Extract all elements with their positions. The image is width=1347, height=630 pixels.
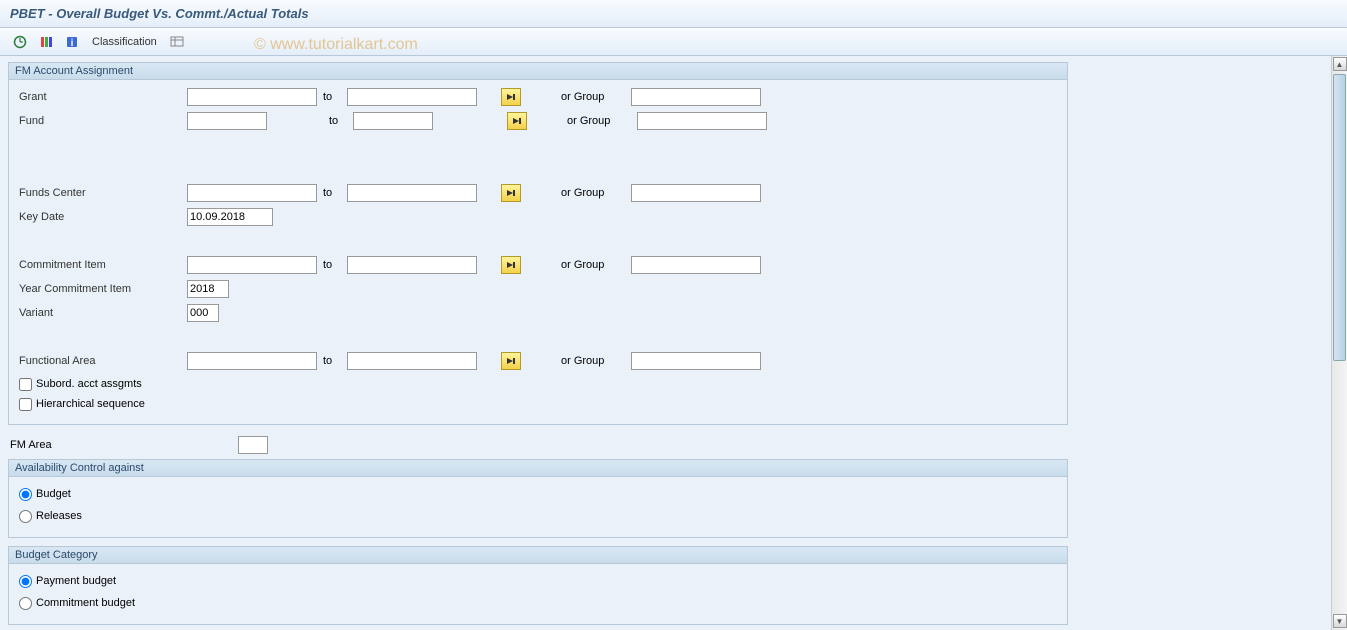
variant-label: Variant [17, 307, 187, 319]
subord-label: Subord. acct assgmts [36, 378, 142, 390]
orgroup-label: or Group [561, 259, 631, 271]
releases-radio[interactable] [19, 510, 32, 523]
to-label: to [329, 115, 353, 127]
subord-checkbox[interactable] [19, 378, 32, 391]
fund-to-input[interactable] [353, 112, 433, 130]
funds-center-label: Funds Center [17, 187, 187, 199]
row-commitment-item: Commitment Item to or Group [17, 254, 1059, 276]
releases-radio-label: Releases [36, 510, 82, 522]
commitment-item-from-input[interactable] [187, 256, 317, 274]
payment-budget-label: Payment budget [36, 575, 116, 587]
grant-range-button[interactable] [501, 88, 521, 106]
group-title: Availability Control against [9, 460, 1067, 477]
fm-account-assignment-group: FM Account Assignment Grant to or Group … [8, 62, 1068, 425]
funds-center-from-input[interactable] [187, 184, 317, 202]
variant-icon[interactable] [36, 32, 56, 52]
row-budget-radio: Budget [17, 483, 1059, 505]
hierarchical-checkbox[interactable] [19, 398, 32, 411]
functional-area-label: Functional Area [17, 355, 187, 367]
variant-input[interactable] [187, 304, 219, 322]
orgroup-label: or Group [567, 115, 637, 127]
row-releases-radio: Releases [17, 505, 1059, 527]
fm-area-input[interactable] [238, 436, 268, 454]
grant-label: Grant [17, 91, 187, 103]
main-area: FM Account Assignment Grant to or Group … [0, 56, 1347, 630]
group-title: Budget Category [9, 547, 1067, 564]
to-label: to [323, 187, 347, 199]
availability-control-group: Availability Control against Budget Rele… [8, 459, 1068, 538]
scroll-up-arrow[interactable]: ▲ [1333, 57, 1347, 71]
layout-icon[interactable] [167, 32, 187, 52]
commitment-item-group-input[interactable] [631, 256, 761, 274]
row-hierarchical: Hierarchical sequence [17, 394, 1059, 414]
budget-radio[interactable] [19, 488, 32, 501]
page-title: PBET - Overall Budget Vs. Commt./Actual … [10, 6, 309, 21]
scroll-thumb[interactable] [1333, 74, 1346, 361]
row-year-commitment-item: Year Commitment Item [17, 278, 1059, 300]
commitment-budget-label: Commitment budget [36, 597, 135, 609]
row-grant: Grant to or Group [17, 86, 1059, 108]
functional-area-group-input[interactable] [631, 352, 761, 370]
orgroup-label: or Group [561, 91, 631, 103]
row-funds-center: Funds Center to or Group [17, 182, 1059, 204]
row-key-date: Key Date [17, 206, 1059, 228]
fund-from-input[interactable] [187, 112, 267, 130]
to-label: to [323, 91, 347, 103]
commitment-item-to-input[interactable] [347, 256, 477, 274]
toolbar: i Classification [0, 28, 1347, 56]
orgroup-label: or Group [561, 187, 631, 199]
commitment-item-range-button[interactable] [501, 256, 521, 274]
classification-button[interactable]: Classification [88, 36, 161, 48]
execute-icon[interactable] [10, 32, 30, 52]
key-date-input[interactable] [187, 208, 273, 226]
functional-area-range-button[interactable] [501, 352, 521, 370]
key-date-label: Key Date [17, 211, 187, 223]
functional-area-from-input[interactable] [187, 352, 317, 370]
to-label: to [323, 355, 347, 367]
grant-group-input[interactable] [631, 88, 761, 106]
funds-center-to-input[interactable] [347, 184, 477, 202]
group-title: FM Account Assignment [9, 63, 1067, 80]
year-commitment-item-label: Year Commitment Item [17, 283, 187, 295]
scroll-down-arrow[interactable]: ▼ [1333, 614, 1347, 628]
orgroup-label: or Group [561, 355, 631, 367]
fund-group-input[interactable] [637, 112, 767, 130]
svg-text:i: i [71, 38, 74, 49]
funds-center-range-button[interactable] [501, 184, 521, 202]
grant-from-input[interactable] [187, 88, 317, 106]
commitment-budget-radio[interactable] [19, 597, 32, 610]
fm-area-label: FM Area [8, 439, 238, 451]
to-label: to [323, 259, 347, 271]
row-fund: Fund to or Group [17, 110, 1059, 132]
row-fm-area: FM Area [8, 433, 1068, 457]
row-subord: Subord. acct assgmts [17, 374, 1059, 394]
commitment-item-label: Commitment Item [17, 259, 187, 271]
row-variant: Variant [17, 302, 1059, 324]
hierarchical-label: Hierarchical sequence [36, 398, 145, 410]
payment-budget-radio[interactable] [19, 575, 32, 588]
info-icon[interactable]: i [62, 32, 82, 52]
budget-category-group: Budget Category Payment budget Commitmen… [8, 546, 1068, 625]
budget-radio-label: Budget [36, 488, 71, 500]
fund-label: Fund [17, 115, 187, 127]
grant-to-input[interactable] [347, 88, 477, 106]
row-payment-radio: Payment budget [17, 570, 1059, 592]
fund-range-button[interactable] [507, 112, 527, 130]
vertical-scrollbar[interactable]: ▲ ▼ [1331, 56, 1347, 630]
content: FM Account Assignment Grant to or Group … [0, 56, 1331, 630]
functional-area-to-input[interactable] [347, 352, 477, 370]
funds-center-group-input[interactable] [631, 184, 761, 202]
row-functional-area: Functional Area to or Group [17, 350, 1059, 372]
title-bar: PBET - Overall Budget Vs. Commt./Actual … [0, 0, 1347, 28]
row-commitment-radio: Commitment budget [17, 592, 1059, 614]
year-commitment-item-input[interactable] [187, 280, 229, 298]
